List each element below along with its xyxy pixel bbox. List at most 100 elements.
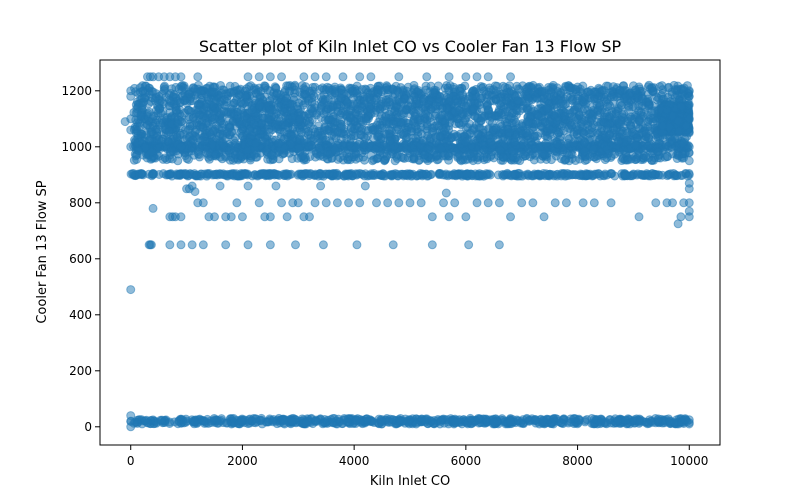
data-point xyxy=(586,89,596,99)
data-point xyxy=(131,151,141,161)
data-point xyxy=(656,91,666,101)
data-point xyxy=(308,108,318,118)
data-point xyxy=(556,171,566,181)
data-point xyxy=(301,419,311,429)
data-point xyxy=(237,416,247,426)
data-point xyxy=(477,91,487,101)
data-point xyxy=(173,119,183,129)
data-point xyxy=(267,92,277,101)
data-point xyxy=(192,170,202,180)
data-point xyxy=(272,170,282,180)
data-point xyxy=(333,414,343,424)
data-point xyxy=(315,143,325,153)
data-point xyxy=(294,143,304,153)
data-point xyxy=(186,146,196,156)
data-point xyxy=(304,119,314,129)
data-point xyxy=(407,100,417,110)
data-point xyxy=(332,170,342,180)
data-point xyxy=(530,416,540,426)
data-point xyxy=(657,170,667,180)
data-point xyxy=(635,417,645,427)
chart-title: Scatter plot of Kiln Inlet CO vs Cooler … xyxy=(199,37,622,56)
data-point xyxy=(138,86,148,96)
data-point xyxy=(377,416,387,426)
data-point xyxy=(599,108,609,118)
data-point xyxy=(504,111,514,121)
data-point xyxy=(195,143,205,153)
data-point xyxy=(351,415,361,425)
data-point xyxy=(465,413,475,423)
data-point xyxy=(534,169,544,179)
data-point xyxy=(552,139,562,149)
data-point xyxy=(519,149,529,159)
data-point xyxy=(320,418,330,428)
data-point xyxy=(395,415,405,425)
data-point xyxy=(313,171,323,181)
data-point xyxy=(279,418,289,428)
data-point xyxy=(256,86,266,96)
data-point xyxy=(230,138,240,148)
data-point xyxy=(541,138,551,148)
data-point xyxy=(344,152,354,162)
data-point xyxy=(207,140,217,150)
data-point xyxy=(476,116,486,126)
data-point xyxy=(162,155,172,165)
data-point xyxy=(620,415,630,425)
data-point xyxy=(477,169,487,179)
data-point xyxy=(359,155,369,165)
data-point xyxy=(322,125,332,135)
data-point xyxy=(631,103,641,113)
data-point xyxy=(653,147,663,157)
data-point xyxy=(281,170,291,180)
data-point xyxy=(548,80,558,90)
data-point xyxy=(164,127,174,137)
data-point xyxy=(522,413,532,423)
data-point xyxy=(570,156,580,166)
data-point xyxy=(420,415,430,425)
data-point xyxy=(359,171,369,181)
data-point xyxy=(194,110,204,120)
data-point xyxy=(267,150,277,160)
data-point xyxy=(236,119,246,129)
data-point xyxy=(458,117,468,127)
data-point xyxy=(165,418,175,428)
data-point xyxy=(309,91,319,101)
data-point xyxy=(230,150,240,160)
data-point xyxy=(321,135,331,145)
data-point xyxy=(310,82,320,92)
data-point xyxy=(240,169,250,179)
data-point xyxy=(513,84,523,94)
data-point xyxy=(268,416,278,426)
data-point xyxy=(218,139,228,149)
data-point xyxy=(149,111,159,121)
data-point xyxy=(561,155,571,165)
data-point xyxy=(546,88,556,98)
data-point xyxy=(451,418,461,428)
data-point xyxy=(601,132,611,142)
data-point xyxy=(613,416,623,426)
data-point xyxy=(225,81,235,91)
data-point xyxy=(413,85,423,95)
data-point xyxy=(296,127,306,137)
data-point xyxy=(330,145,340,155)
data-point xyxy=(359,139,369,149)
data-point xyxy=(181,169,191,179)
data-point xyxy=(361,116,371,126)
data-point xyxy=(473,129,483,139)
data-point xyxy=(569,138,579,148)
data-point xyxy=(346,122,356,132)
data-point xyxy=(549,414,559,424)
data-point xyxy=(505,416,515,426)
data-point xyxy=(516,418,526,428)
data-point xyxy=(578,81,588,91)
data-point xyxy=(438,170,448,180)
data-point xyxy=(216,80,226,90)
data-point xyxy=(190,127,200,137)
data-point xyxy=(653,414,663,424)
data-point xyxy=(160,84,170,94)
data-point xyxy=(574,170,584,180)
data-point xyxy=(373,81,383,91)
data-point xyxy=(299,170,309,180)
data-point xyxy=(595,171,605,181)
data-point xyxy=(492,81,502,91)
